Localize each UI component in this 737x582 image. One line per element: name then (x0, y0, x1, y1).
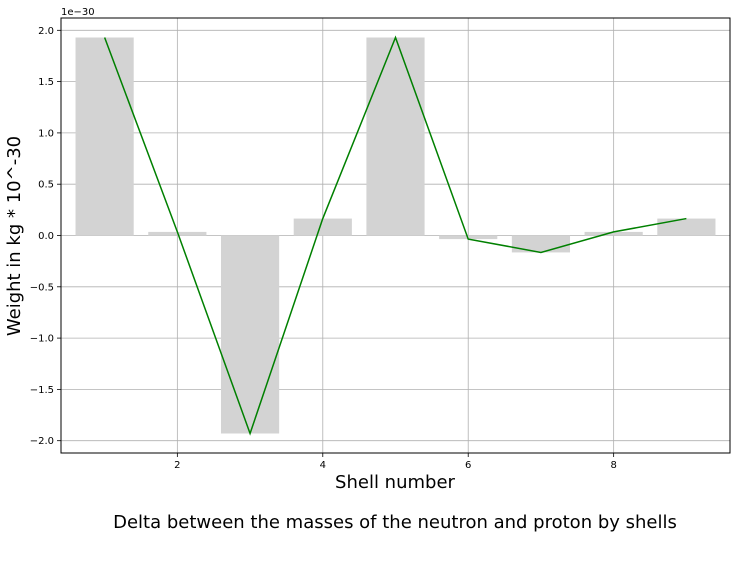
ticks: 2 4 6 8 −2.0 −1.5 −1.0 −0.5 0.0 0.5 1.0 1.5 2.0 (30, 26, 617, 471)
y-axis-title: Weight in kg * 10^-30 (4, 136, 25, 336)
bar-shell-9 (657, 218, 716, 236)
bar-shell-5 (366, 37, 425, 236)
bar-shell-7 (511, 235, 571, 253)
y-tick-label: 0.0 (38, 231, 54, 242)
y-tick-label: −2.0 (30, 436, 54, 447)
y-tick-label: 1.0 (38, 128, 54, 139)
y-tick-label: −0.5 (30, 282, 54, 293)
y-tick-label: 0.5 (38, 180, 54, 191)
chart-caption: Delta between the masses of the neutron … (113, 512, 677, 533)
x-tick-label: 4 (320, 460, 326, 471)
y-tick-label: 2.0 (38, 26, 54, 37)
bar-shell-8 (584, 231, 643, 236)
bar-shell-3 (220, 235, 280, 434)
bar-series (75, 37, 716, 434)
y-tick-label: 1.5 (38, 77, 54, 88)
x-tick-label: 6 (465, 460, 471, 471)
y-offset-label: 1e−30 (61, 7, 95, 18)
x-tick-label: 2 (174, 460, 180, 471)
y-tick-label: −1.0 (30, 334, 54, 345)
x-axis-title: Shell number (335, 472, 455, 493)
bar-shell-1 (75, 37, 134, 236)
y-tick-label: −1.5 (30, 385, 54, 396)
x-tick-label: 8 (610, 460, 616, 471)
line-series (103, 35, 687, 436)
bar-shell-4 (293, 218, 352, 236)
line-path (103, 35, 687, 436)
